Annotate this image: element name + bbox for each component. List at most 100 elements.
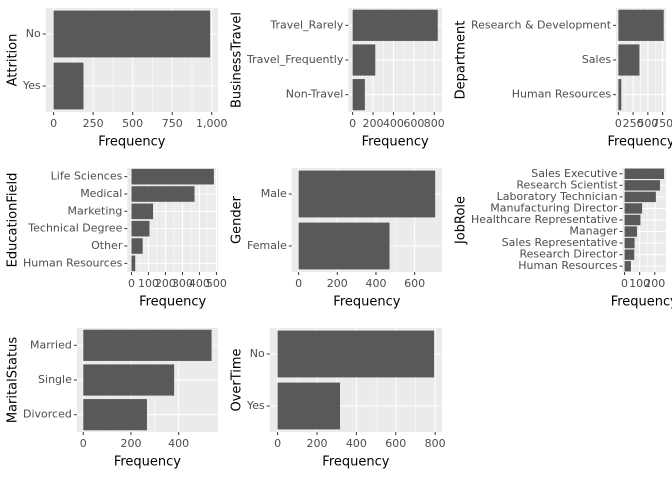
x-tick-label: 0 [128, 277, 135, 290]
x-tick-label: 400 [365, 277, 386, 290]
x-tick-label: 600 [403, 117, 424, 130]
y-axis-title: Department [454, 21, 469, 100]
bar [53, 10, 211, 58]
x-tick-label: 400 [383, 117, 404, 130]
y-tick-label: Technical Degree [27, 222, 122, 235]
x-tick-label: 800 [424, 117, 445, 130]
bar [624, 261, 631, 272]
y-tick-label: Yes [246, 399, 265, 412]
bar [83, 399, 147, 431]
x-tick-label: 250 [83, 117, 104, 130]
facet: Married Single Divorced 0 200 400 Frequency Mar… [6, 328, 218, 470]
y-tick-label: Single [38, 373, 72, 386]
x-tick-label: 200 [120, 437, 141, 450]
bar [298, 170, 436, 218]
x-axis-title: Frequency [139, 295, 206, 310]
y-tick-label: Other [91, 239, 123, 252]
y-tick-label: Medical [80, 187, 122, 200]
bar [624, 249, 635, 260]
y-tick-label: Marketing [68, 204, 123, 217]
facet: Research & Development Sales Human Resourc… [454, 8, 672, 150]
bar [352, 9, 438, 41]
facet: No Yes 0 200 400 600 800 Frequency OverTime [230, 328, 446, 470]
y-tick-label: Healthcare Representative [471, 213, 618, 226]
y-tick-label: Divorced [23, 408, 72, 421]
x-tick-label: 200 [155, 277, 176, 290]
y-axis-title: Attrition [6, 34, 21, 87]
x-tick-label: 500 [206, 277, 227, 290]
x-tick-label: 1,000 [196, 117, 228, 130]
bar [624, 203, 643, 214]
y-tick-label: Female [247, 239, 287, 252]
bar [131, 255, 136, 272]
y-tick-label: Research Scientist [516, 178, 618, 191]
x-tick-label: 400 [189, 277, 210, 290]
bar [131, 186, 195, 202]
x-axis-title: Frequency [611, 295, 672, 310]
y-tick-label: Married [30, 338, 72, 351]
bar [83, 329, 212, 361]
x-tick-label: 100 [629, 277, 650, 290]
x-tick-label: 500 [637, 117, 658, 130]
y-tick-label: Sales Representative [502, 236, 618, 249]
x-tick-label: 200 [327, 277, 348, 290]
x-tick-label: 0 [80, 437, 87, 450]
y-tick-label: Laboratory Technician [497, 190, 618, 203]
x-tick-label: 300 [172, 277, 193, 290]
y-tick-label: Yes [22, 79, 41, 92]
bar [624, 168, 665, 179]
x-tick-label: 800 [425, 437, 446, 450]
x-tick-label: 0 [621, 277, 628, 290]
x-tick-label: 0 [50, 117, 57, 130]
x-axis-title: Frequency [362, 135, 429, 150]
x-tick-label: 200 [363, 117, 384, 130]
x-tick-label: 600 [404, 277, 425, 290]
bar [131, 203, 154, 220]
bar [83, 364, 175, 396]
y-tick-label: Travel_Frequently [246, 53, 344, 66]
x-tick-label: 0 [295, 277, 302, 290]
x-tick-label: 100 [138, 277, 159, 290]
y-tick-label: Sales [582, 53, 612, 66]
x-tick-label: 600 [385, 437, 406, 450]
bar [618, 9, 664, 41]
x-tick-label: 750 [652, 117, 672, 130]
y-tick-label: No [250, 347, 265, 360]
x-tick-label: 400 [346, 437, 367, 450]
bar [352, 44, 376, 76]
x-axis-title: Frequency [98, 135, 165, 150]
y-tick-label: Male [261, 187, 287, 200]
y-tick-label: Human Resources [518, 259, 618, 272]
bar [352, 79, 365, 111]
y-axis-title: MaritalStatus [6, 337, 21, 423]
y-axis-title: OverTime [230, 348, 245, 411]
x-tick-label: 200 [644, 277, 665, 290]
y-tick-label: Manufacturing Director [490, 201, 618, 214]
y-tick-label: Manager [569, 225, 618, 238]
y-tick-label: Sales Executive [531, 167, 618, 180]
x-tick-label: 400 [168, 437, 189, 450]
y-axis-title: EducationField [6, 173, 21, 268]
x-axis-title: Frequency [333, 295, 400, 310]
y-tick-label: Human Resources [23, 256, 123, 269]
y-axis-title: JobRole [454, 196, 469, 245]
bar [131, 168, 214, 185]
y-axis-title: Gender [230, 195, 245, 244]
facet: Male Female 0 200 400 600 Frequency Gender [230, 168, 442, 310]
y-tick-label: Research & Development [471, 18, 612, 31]
bar [624, 214, 641, 226]
y-tick-label: Research Director [519, 248, 618, 261]
panel-background [127, 168, 218, 272]
x-axis-title: Frequency [322, 455, 389, 470]
bar [53, 62, 84, 110]
bar [618, 44, 640, 76]
facet: Life Sciences Medical Marketing Technical D… [6, 168, 227, 310]
x-tick-label: 0 [615, 117, 622, 130]
bar [624, 191, 656, 203]
bar [298, 222, 390, 270]
x-tick-label: 500 [122, 117, 143, 130]
bar [624, 180, 660, 191]
x-tick-label: 250 [623, 117, 644, 130]
